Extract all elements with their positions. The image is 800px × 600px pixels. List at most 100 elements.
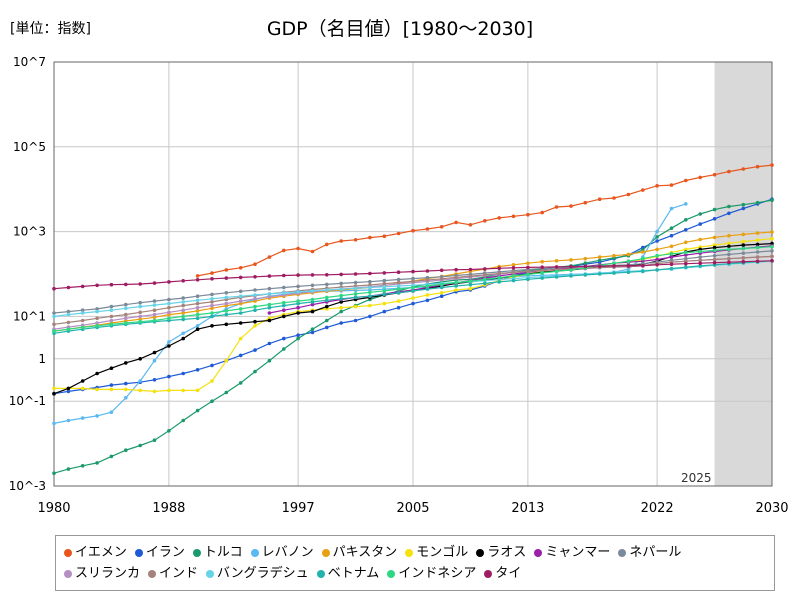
data-point: [641, 188, 645, 192]
data-point: [770, 198, 774, 202]
data-point: [167, 429, 171, 433]
data-point: [238, 289, 243, 294]
data-point: [282, 300, 286, 305]
data-point: [80, 308, 85, 313]
chart-title: GDP（名目値）[1980～2030]: [266, 18, 534, 40]
data-point: [238, 311, 243, 315]
data-point: [80, 379, 85, 383]
data-point: [296, 336, 300, 341]
data-point: [210, 306, 214, 311]
data-point: [181, 331, 185, 336]
data-point: [339, 321, 344, 325]
data-point: [238, 321, 243, 325]
data-point: [195, 324, 200, 328]
data-point: [152, 312, 157, 317]
data-point: [727, 241, 731, 246]
data-point: [669, 233, 674, 238]
data-point: [411, 279, 415, 284]
data-point: [80, 284, 85, 289]
data-point: [296, 299, 300, 303]
data-point: [167, 305, 171, 310]
data-point: [554, 269, 559, 274]
data-point: [612, 261, 616, 266]
legend-dot-icon: [250, 548, 259, 557]
data-point: [626, 270, 631, 275]
data-point: [597, 272, 602, 276]
legend-label: イエメン: [75, 545, 127, 560]
data-point: [770, 259, 774, 263]
legend-dot-icon: [618, 548, 627, 557]
data-point: [224, 295, 229, 300]
data-point: [698, 255, 702, 259]
data-point: [655, 229, 659, 234]
data-point: [684, 259, 688, 264]
data-point: [80, 318, 85, 323]
data-point: [439, 268, 444, 273]
series-lines: [52, 163, 774, 476]
data-point: [770, 254, 774, 259]
data-point: [195, 408, 200, 413]
data-point: [483, 267, 487, 271]
data-point: [253, 308, 257, 313]
data-point: [655, 235, 659, 239]
data-point: [310, 289, 315, 293]
data-point: [238, 301, 243, 306]
x-tick-label: 2005: [396, 501, 429, 516]
data-point: [167, 374, 171, 379]
data-point: [497, 271, 502, 276]
data-point: [224, 312, 229, 317]
legend-label: モンゴル: [416, 545, 469, 560]
data-point: [66, 389, 71, 394]
data-point: [368, 290, 372, 295]
data-point: [468, 279, 473, 283]
data-point: [770, 163, 774, 167]
data-point: [597, 264, 602, 269]
data-point: [138, 319, 142, 324]
data-point: [353, 272, 358, 276]
data-point: [152, 350, 157, 355]
data-point: [684, 178, 688, 183]
data-point: [138, 388, 142, 393]
y-tick-label: 1: [38, 352, 46, 366]
data-point: [382, 309, 387, 314]
data-point: [282, 285, 286, 290]
data-point: [597, 258, 602, 263]
legend-item: タイ: [484, 563, 521, 584]
data-point: [540, 265, 544, 270]
data-point: [181, 296, 185, 300]
data-point: [641, 263, 645, 268]
data-point: [267, 292, 272, 296]
data-point: [124, 387, 128, 392]
data-point: [95, 316, 99, 321]
data-point: [454, 267, 458, 272]
data-point: [497, 275, 502, 280]
data-point: [66, 327, 71, 332]
data-point: [267, 305, 272, 310]
data-point: [411, 269, 415, 274]
legend-item: バングラデシュ: [206, 563, 309, 584]
data-point: [454, 288, 458, 292]
data-point: [339, 287, 344, 291]
data-point: [80, 416, 85, 420]
data-point: [411, 289, 415, 293]
data-point: [109, 282, 114, 287]
data-point: [425, 227, 430, 231]
data-point: [382, 278, 387, 283]
data-point: [152, 299, 157, 303]
data-point: [138, 304, 142, 309]
data-point: [152, 438, 157, 443]
data-point: [310, 302, 315, 307]
data-point: [210, 303, 214, 308]
data-point: [181, 317, 185, 322]
data-point: [425, 298, 430, 303]
legend-label: インドネシア: [398, 566, 477, 581]
data-point: [612, 196, 616, 200]
data-point: [353, 238, 358, 242]
data-point: [109, 318, 114, 323]
data-point: [727, 204, 731, 209]
y-axis-ticks: 10^-3 10^-1 1 10^1 10^3 10^5 10^7: [9, 55, 46, 493]
data-point: [253, 319, 257, 324]
data-point: [741, 251, 746, 255]
data-point: [583, 273, 588, 277]
data-point: [755, 250, 760, 254]
